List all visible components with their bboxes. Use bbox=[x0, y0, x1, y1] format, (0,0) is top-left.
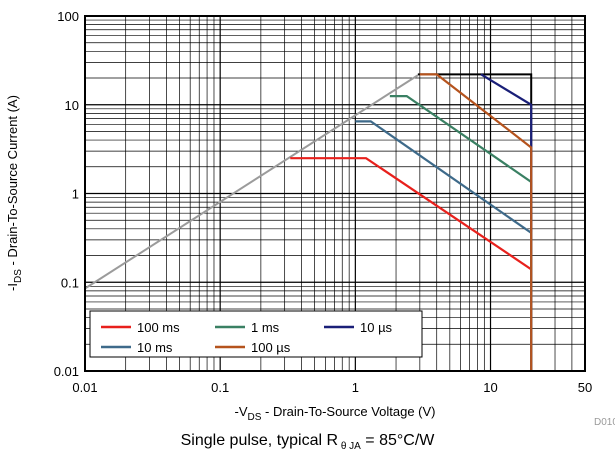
plot-border bbox=[84, 15, 586, 372]
y-tick-label: 0.01 bbox=[54, 364, 79, 379]
figure-id: D010 bbox=[594, 417, 615, 428]
x-tick-label: 10 bbox=[483, 380, 497, 395]
legend-label: 10 µs bbox=[360, 320, 393, 335]
x-tick-label: 0.01 bbox=[72, 380, 97, 395]
limit-line bbox=[84, 74, 419, 290]
legend-label: 100 µs bbox=[251, 340, 291, 355]
legend-label: 1 ms bbox=[251, 320, 280, 335]
y-axis-label: -IDS - Drain-To-Source Current (A) bbox=[5, 95, 24, 291]
legend: 100 ms 1 ms 10 µs 10 ms 100 µs bbox=[89, 310, 423, 358]
legend-label: 10 ms bbox=[137, 340, 173, 355]
series-line bbox=[419, 73, 533, 371]
y-tick-label: 100 bbox=[57, 9, 79, 24]
y-tick-label: 10 bbox=[65, 98, 79, 113]
x-axis-label: -VDS - Drain-To-Source Voltage (V) bbox=[234, 404, 435, 423]
tick-labels: 0.01 0.1 1 10 50 0.01 0.1 1 10 100 bbox=[54, 9, 593, 395]
legend-label: 100 ms bbox=[137, 320, 180, 335]
x-tick-label: 1 bbox=[352, 380, 359, 395]
x-tick-label: 50 bbox=[578, 380, 592, 395]
legend-box bbox=[89, 310, 423, 358]
series-layer bbox=[84, 73, 533, 371]
y-tick-label: 1 bbox=[72, 187, 79, 202]
x-tick-label: 0.1 bbox=[211, 380, 229, 395]
y-tick-label: 0.1 bbox=[61, 275, 79, 290]
caption: Single pulse, typical R θ JA = 85°C/W bbox=[180, 432, 435, 453]
